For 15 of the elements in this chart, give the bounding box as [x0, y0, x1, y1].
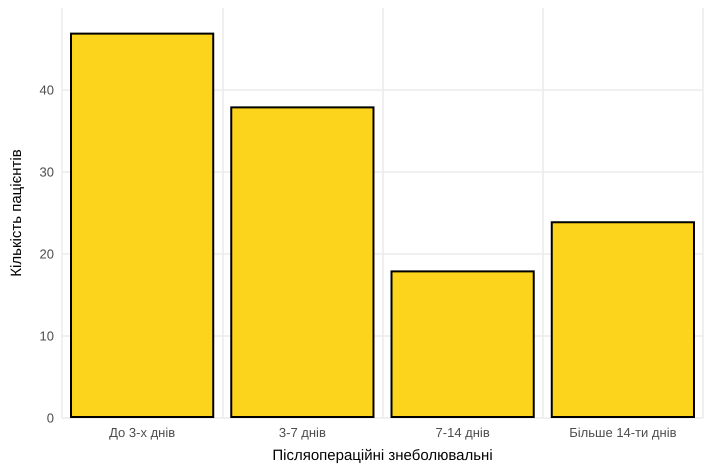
x-axis-title: Післяопераційні знеболювальні: [272, 447, 493, 464]
bar: [70, 32, 214, 418]
x-tick-label: 7-14 днів: [436, 425, 490, 440]
x-tick-label: Більше 14-ти днів: [569, 425, 677, 440]
y-tick-label: 0: [46, 410, 54, 426]
y-tick-label: 20: [40, 246, 54, 262]
bar: [230, 106, 374, 418]
bar: [550, 221, 695, 418]
x-tick-label: 3-7 днів: [278, 425, 326, 440]
y-axis-title: Кількість пацієнтів: [8, 149, 25, 277]
y-tick-label: 30: [40, 164, 54, 180]
y-tick-label: 40: [40, 82, 54, 98]
x-tick-label: До 3-х днів: [109, 425, 176, 440]
bar: [390, 270, 535, 418]
y-tick-label: 10: [40, 328, 54, 344]
